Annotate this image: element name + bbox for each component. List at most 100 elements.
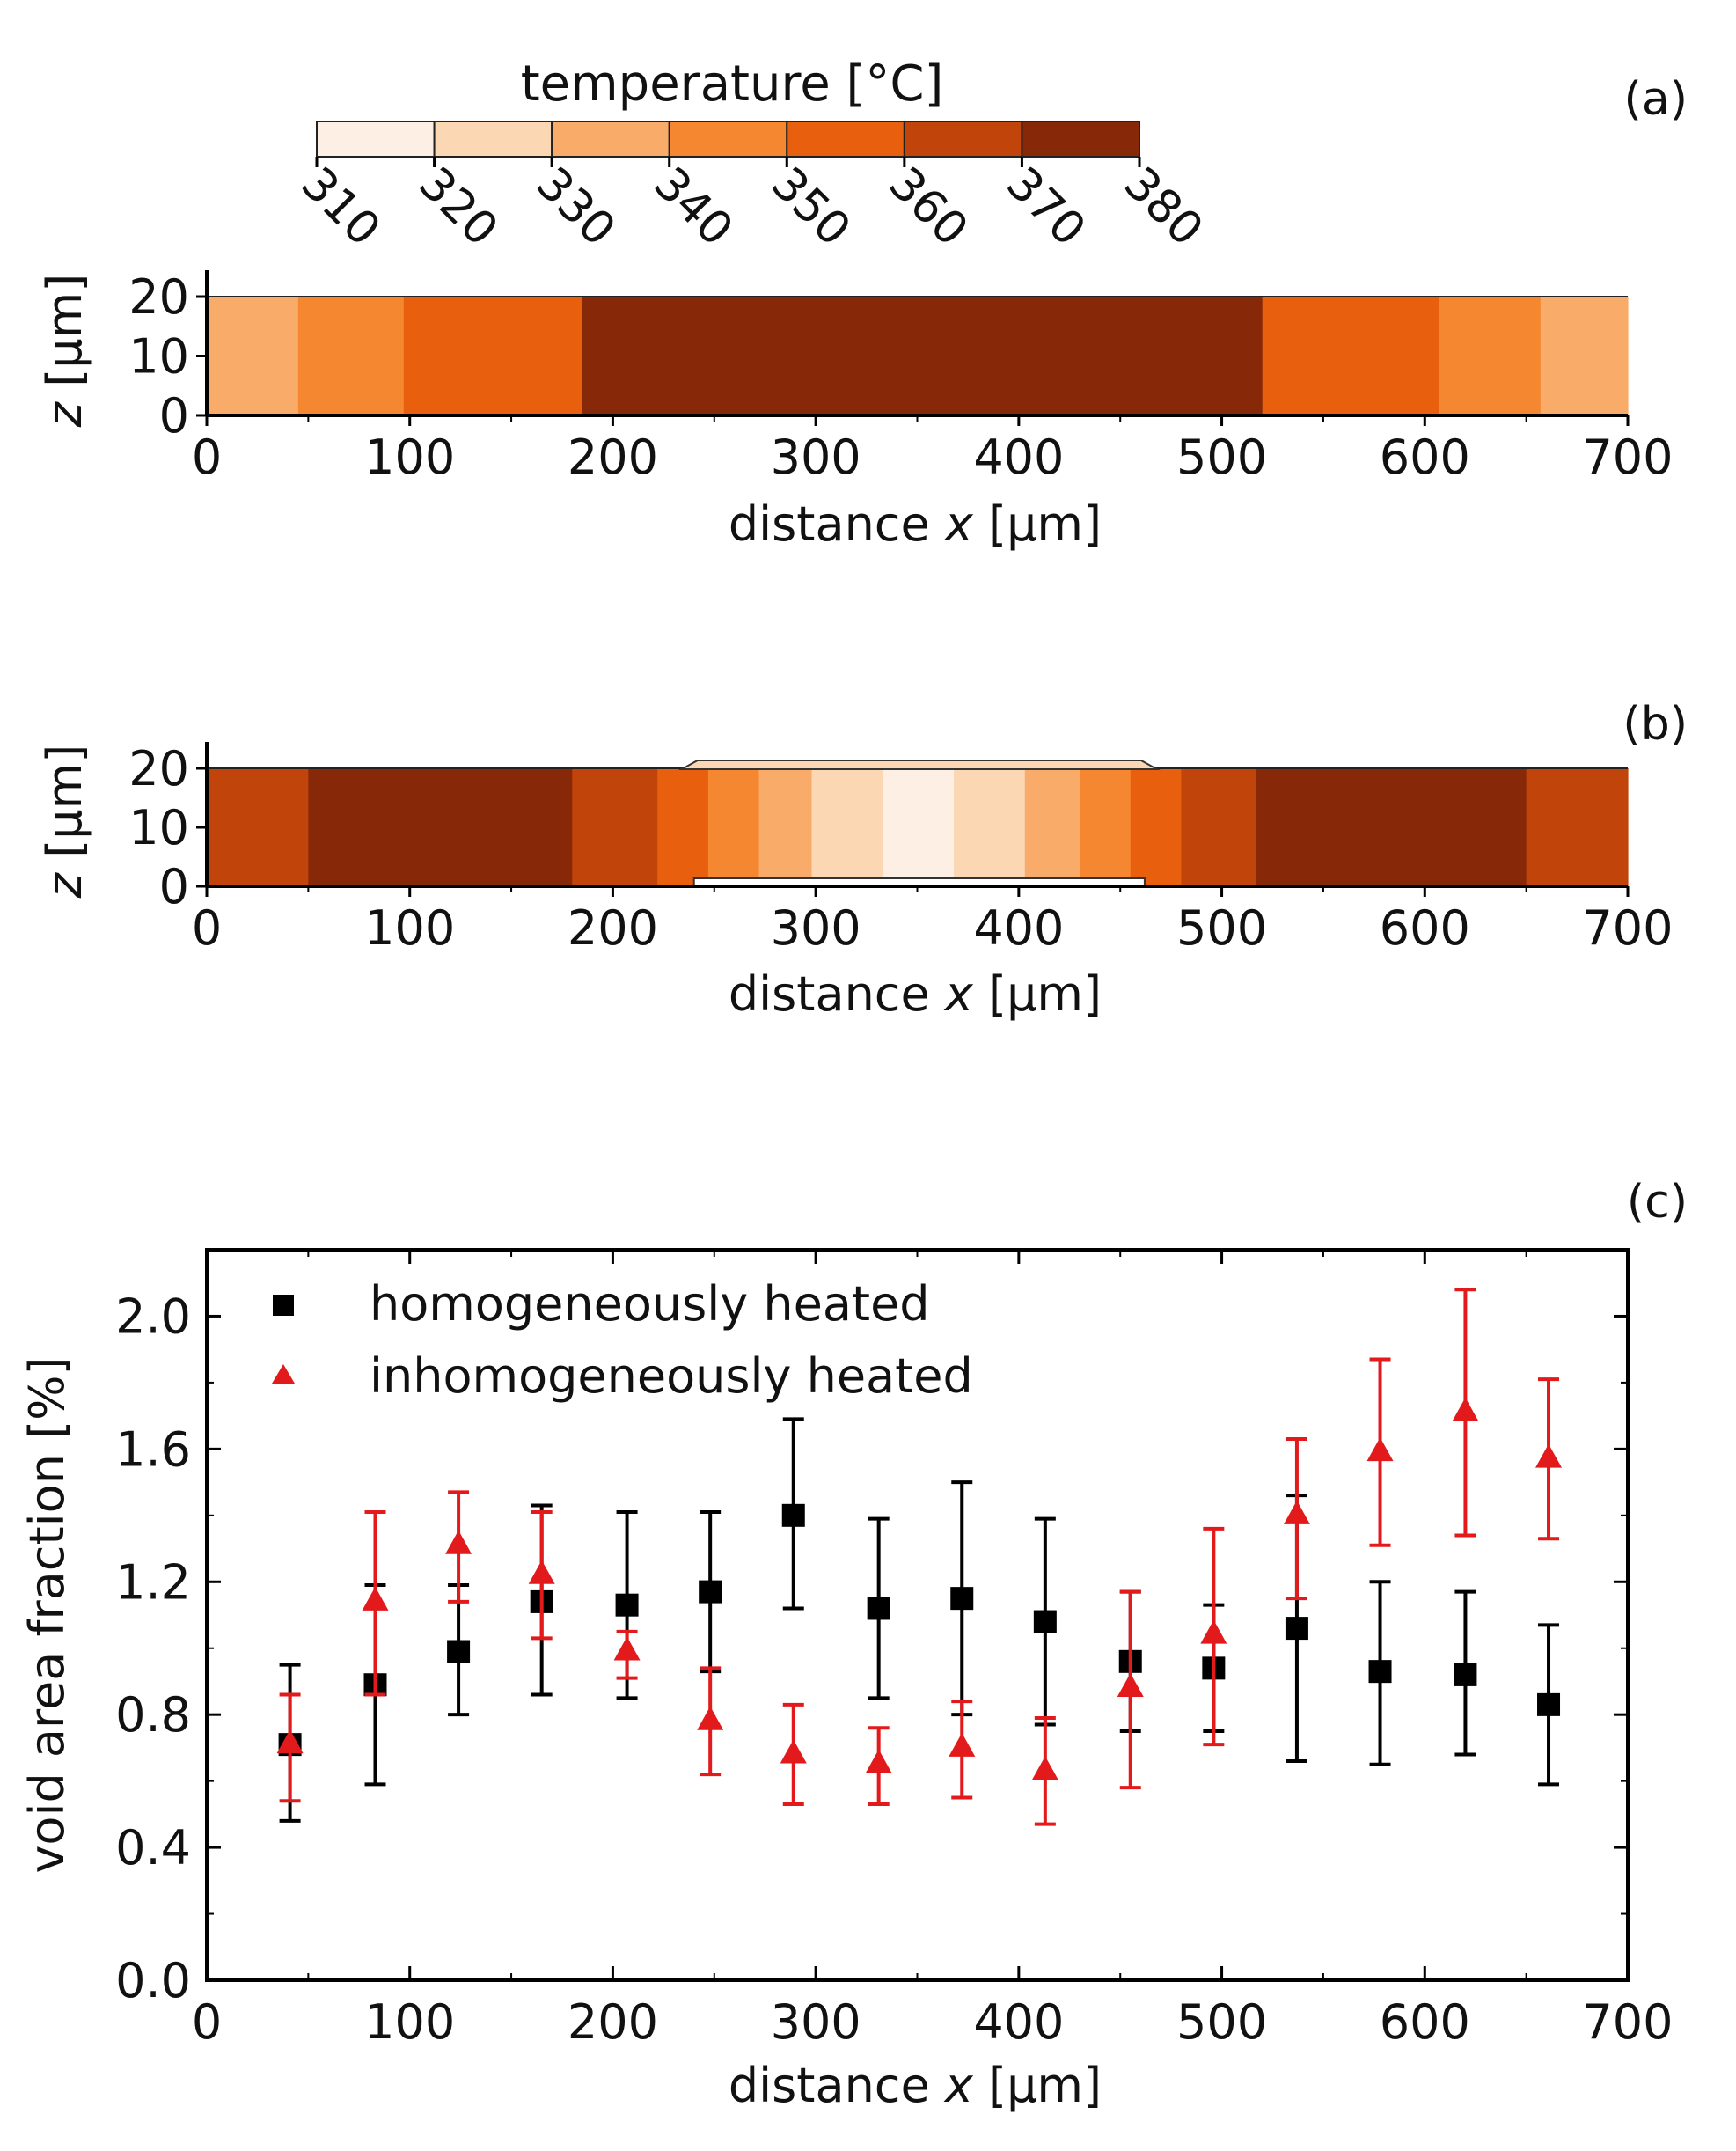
series-homogeneous [278, 1417, 1561, 1823]
data-point-triangle [613, 1636, 641, 1661]
data-point-square [447, 1640, 471, 1663]
data-point-square [1454, 1663, 1477, 1686]
x-tick-label: 0 [192, 429, 222, 485]
data-point-square [950, 1587, 974, 1611]
x-tick-label: 700 [1582, 900, 1673, 956]
colorbar-ticks: 310 320 330 340 350 360 370 380 [291, 157, 1213, 257]
x-tick-label: 0 [192, 900, 222, 956]
series-inhomogeneous [276, 1288, 1563, 1826]
data-point-square [867, 1597, 890, 1620]
y-tick-label: 0.4 [115, 1820, 191, 1876]
data-point-square [1368, 1660, 1392, 1684]
heatmap-band [403, 297, 583, 415]
colorbar-tick-label: 370 [996, 158, 1095, 257]
panel-a-label: (a) [1624, 73, 1688, 126]
x-tick-label: 200 [568, 1994, 658, 2050]
panel-c-legend: homogeneously heated inhomogeneously hea… [272, 1276, 973, 1404]
heatmap-band [1130, 768, 1183, 886]
heatmap-band [582, 297, 1264, 415]
panel-b-label: (b) [1622, 698, 1688, 751]
data-point-triangle [1452, 1397, 1479, 1421]
y-tick-label: 0.0 [115, 1953, 191, 2008]
heatmap-band [297, 297, 405, 415]
colorbar-segment [903, 121, 1023, 158]
x-tick-label: 500 [1176, 900, 1267, 956]
x-tick-label: 200 [568, 900, 658, 956]
panel-a-bands [207, 296, 1629, 415]
x-tick-label: 500 [1176, 429, 1267, 485]
colorbar-tick-label: 330 [526, 158, 626, 257]
x-tick-label: 100 [364, 429, 455, 485]
panel-a-xlabel: distance x [µm] [729, 496, 1102, 552]
colorbar-tick-label: 320 [408, 158, 508, 257]
colorbar: temperature [°C] 310 320 330 340 350 360 370 38… [291, 55, 1213, 256]
x-tick-label: 600 [1380, 1994, 1470, 2050]
data-point-triangle [1283, 1500, 1310, 1524]
x-tick-label: 300 [771, 429, 861, 485]
panel-b-bands [207, 760, 1629, 887]
x-tick-label: 100 [364, 900, 455, 956]
x-tick-label: 400 [973, 429, 1064, 485]
x-tick-label: 300 [771, 900, 861, 956]
colorbar-segment [433, 121, 553, 158]
legend-marker-homogeneous [273, 1295, 294, 1316]
heatmap-band [207, 768, 309, 886]
data-point-triangle [1200, 1619, 1227, 1644]
panel-c-axes: 0 100 200 300 400 500 600 700 0.0 0.4 0.8 1.2 1.6 2.0 [115, 1249, 1674, 2050]
heatmap-band [1181, 768, 1257, 886]
heatmap-band [1256, 768, 1527, 886]
heatmap-band [572, 768, 658, 886]
heatmap-band [1540, 297, 1629, 415]
colorbar-tick-label: 380 [1114, 158, 1213, 257]
data-point-triangle [1031, 1756, 1058, 1780]
x-tick-label: 600 [1380, 429, 1470, 485]
data-point-triangle [528, 1560, 555, 1584]
heatmap-band [883, 768, 955, 886]
colorbar-tick-label: 360 [879, 158, 978, 257]
colorbar-segment [668, 121, 788, 158]
data-point-triangle [445, 1530, 472, 1554]
heatmap-band [811, 768, 883, 886]
heatmap-band [707, 768, 760, 886]
colorbar-segment [786, 121, 905, 158]
legend-label-homogeneous: homogeneously heated [370, 1276, 930, 1332]
colorbar-segment [1021, 121, 1141, 158]
colorbar-segments [316, 121, 1141, 158]
data-point-triangle [697, 1706, 724, 1730]
colorbar-tick-label: 310 [291, 158, 391, 257]
y-tick-label: 1.6 [115, 1421, 191, 1477]
data-point-square [1033, 1610, 1057, 1633]
data-point-triangle [1535, 1443, 1563, 1468]
panel-c-ylabel: void area fraction [%] [19, 1356, 75, 1873]
panel-c-label: (c) [1627, 1176, 1688, 1229]
x-tick-label: 500 [1176, 1994, 1267, 2050]
x-tick-label: 700 [1582, 429, 1673, 485]
x-tick-label: 100 [364, 1994, 455, 2050]
heatmap-band [1262, 297, 1440, 415]
y-tick-label: 20 [128, 741, 189, 797]
data-point-square [615, 1593, 639, 1617]
y-tick-label: 20 [128, 269, 189, 325]
data-point-square [781, 1503, 805, 1527]
y-tick-label: 0 [159, 388, 189, 444]
panel-c-series [276, 1288, 1563, 1826]
x-tick-label: 0 [192, 1994, 222, 2050]
data-point-triangle [865, 1749, 892, 1773]
x-tick-label: 200 [568, 429, 658, 485]
data-point-triangle [949, 1732, 976, 1757]
y-tick-label: 0 [159, 859, 189, 914]
colorbar-tick-label: 350 [761, 158, 861, 257]
colorbar-segment [316, 121, 436, 158]
colorbar-title: temperature [°C] [521, 55, 944, 113]
heatmap-band [308, 768, 573, 886]
x-tick-label: 300 [771, 1994, 861, 2050]
data-point-triangle [780, 1739, 807, 1764]
x-tick-label: 400 [973, 1994, 1064, 2050]
heatmap-band [657, 768, 709, 886]
data-point-square [699, 1580, 722, 1604]
legend-label-inhomogeneous: inhomogeneously heated [370, 1348, 973, 1404]
